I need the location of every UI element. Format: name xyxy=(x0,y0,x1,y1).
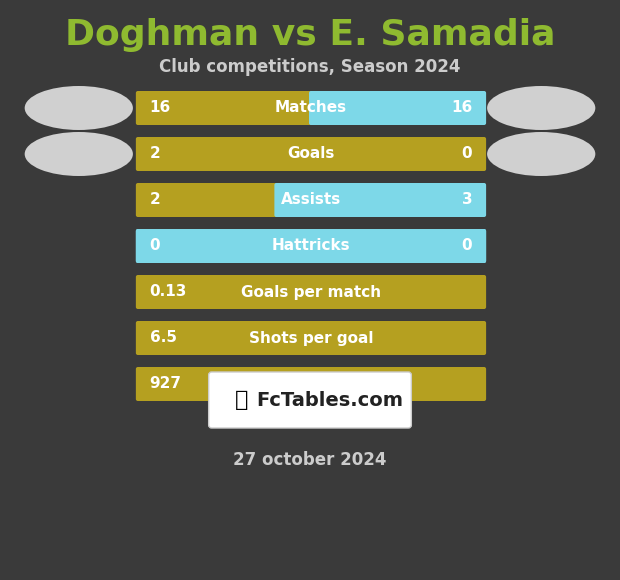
Text: 16: 16 xyxy=(451,100,472,115)
FancyBboxPatch shape xyxy=(309,91,486,125)
FancyBboxPatch shape xyxy=(136,229,486,263)
FancyBboxPatch shape xyxy=(209,372,411,428)
Text: Matches: Matches xyxy=(275,100,347,115)
FancyBboxPatch shape xyxy=(136,321,486,355)
Text: Doghman vs E. Samadia: Doghman vs E. Samadia xyxy=(64,18,556,52)
Text: 📊: 📊 xyxy=(234,390,248,410)
Text: 16: 16 xyxy=(149,100,171,115)
Text: Assists: Assists xyxy=(281,193,341,208)
Text: 6.5: 6.5 xyxy=(149,331,177,346)
Text: Goals: Goals xyxy=(287,147,335,161)
FancyBboxPatch shape xyxy=(136,275,486,309)
FancyBboxPatch shape xyxy=(275,183,486,217)
FancyBboxPatch shape xyxy=(136,229,486,263)
Text: 2: 2 xyxy=(149,147,161,161)
Text: 0: 0 xyxy=(149,238,160,253)
Text: 2: 2 xyxy=(149,193,161,208)
Text: 3: 3 xyxy=(462,193,472,208)
FancyBboxPatch shape xyxy=(136,91,313,125)
Text: 27 october 2024: 27 october 2024 xyxy=(233,451,387,469)
Text: Min per goal: Min per goal xyxy=(257,376,365,392)
FancyBboxPatch shape xyxy=(136,367,486,401)
Ellipse shape xyxy=(25,132,133,176)
Text: 927: 927 xyxy=(149,376,182,392)
FancyBboxPatch shape xyxy=(136,183,278,217)
Text: Goals per match: Goals per match xyxy=(241,285,381,299)
Ellipse shape xyxy=(487,86,595,130)
Text: Shots per goal: Shots per goal xyxy=(249,331,373,346)
Ellipse shape xyxy=(487,132,595,176)
Text: 0: 0 xyxy=(462,147,472,161)
Text: Hattricks: Hattricks xyxy=(272,238,350,253)
Text: 0.13: 0.13 xyxy=(149,285,187,299)
Text: 0: 0 xyxy=(462,238,472,253)
Text: FcTables.com: FcTables.com xyxy=(256,390,403,409)
FancyBboxPatch shape xyxy=(136,137,486,171)
Ellipse shape xyxy=(25,86,133,130)
Text: Club competitions, Season 2024: Club competitions, Season 2024 xyxy=(159,58,461,76)
